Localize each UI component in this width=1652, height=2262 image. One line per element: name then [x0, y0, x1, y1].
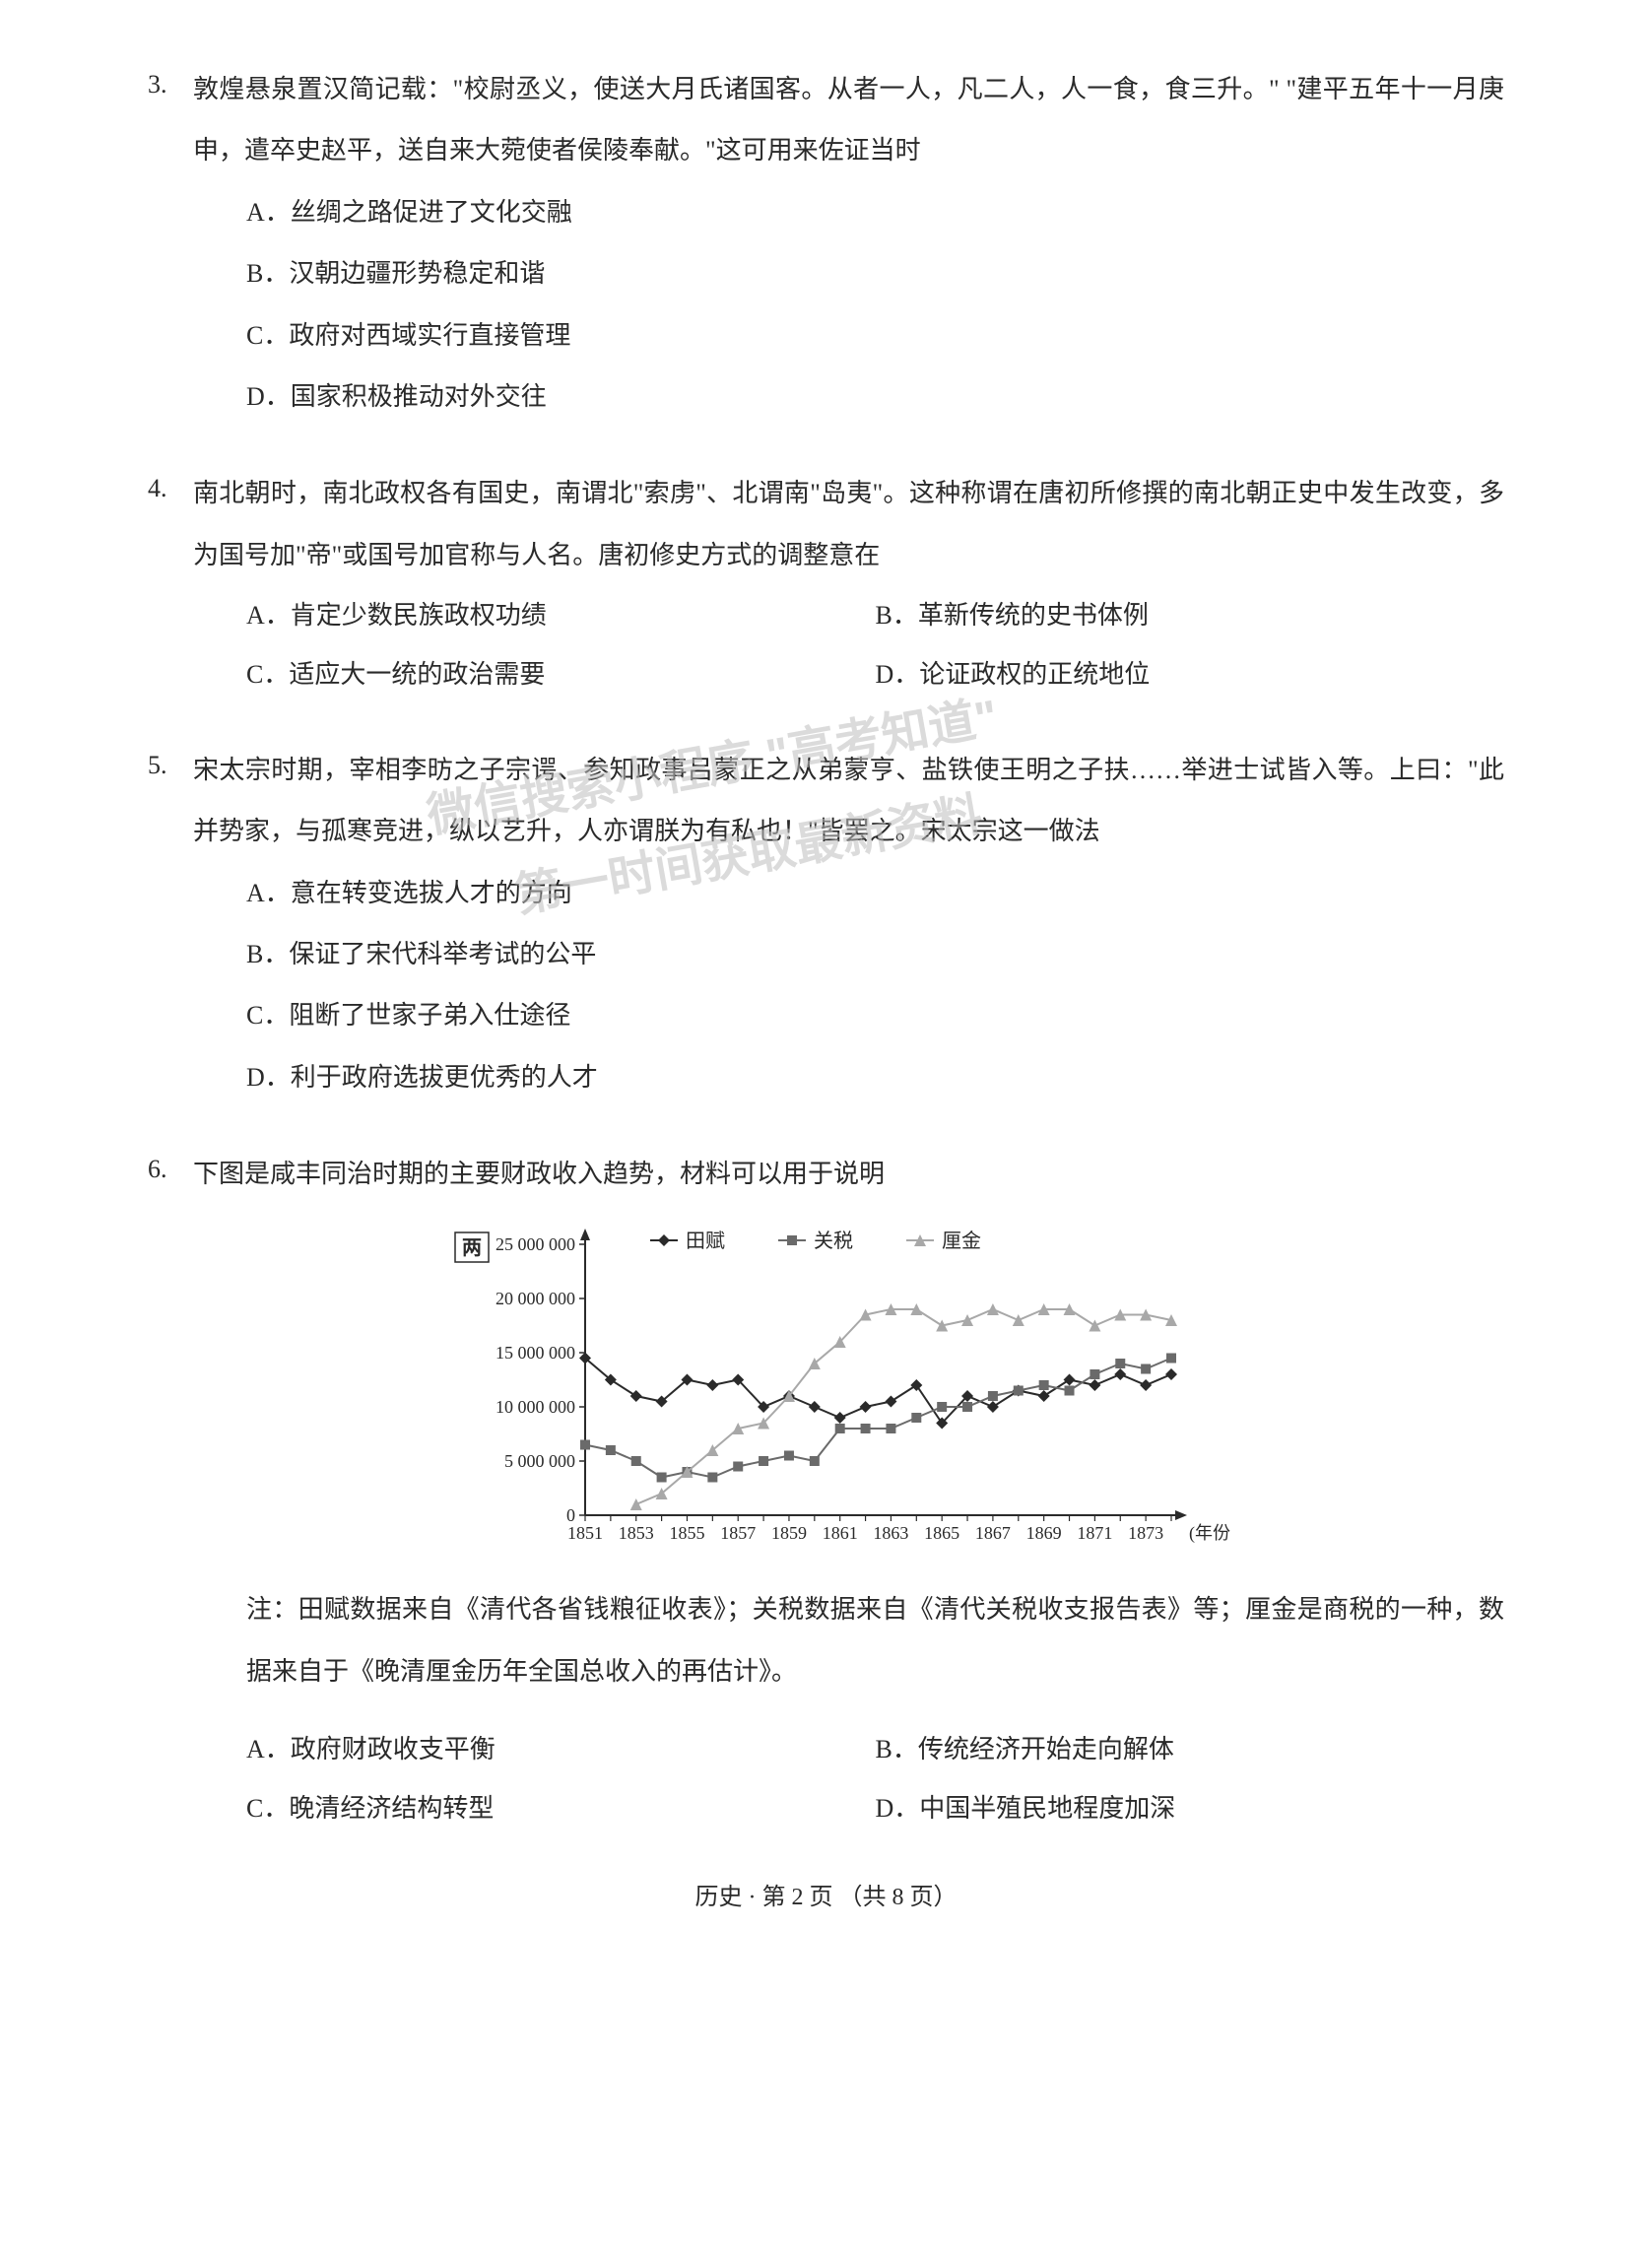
option-b: B．汉朝边疆形势稳定和谐 — [246, 243, 1504, 304]
svg-text:关税: 关税 — [814, 1230, 853, 1252]
chart-note: 注：田赋数据来自《清代各省钱粮征收表》；关税数据来自《清代关税收支报告表》等；厘… — [148, 1579, 1504, 1702]
svg-text:1863: 1863 — [873, 1523, 908, 1543]
option-d: D．中国半殖民地程度加深 — [876, 1779, 1505, 1838]
question-options: A．肯定少数民族政权功绩 B．革新传统的史书体例 C．适应大一统的政治需要 D．… — [148, 586, 1504, 704]
svg-text:(年份): (年份) — [1189, 1523, 1230, 1544]
option-d: D．论证政权的正统地位 — [876, 645, 1505, 704]
option-b: B．传统经济开始走向解体 — [876, 1720, 1505, 1779]
svg-text:1859: 1859 — [770, 1523, 806, 1543]
chart-svg: 0 5 000 000 10 000 000 15 000 000 20 000 000… — [423, 1225, 1230, 1560]
svg-text:1865: 1865 — [924, 1523, 959, 1543]
page-footer: 历史 · 第 2 页 （共 8 页） — [148, 1874, 1504, 1921]
svg-text:0: 0 — [566, 1505, 575, 1525]
question-text: 下图是咸丰同治时期的主要财政收入趋势，材料可以用于说明 — [193, 1144, 1504, 1205]
option-a: A．肯定少数民族政权功绩 — [246, 586, 876, 645]
question-text: 敦煌悬泉置汉简记载："校尉丞义，使送大月氏诸国客。从者一人，凡二人，人一食，食三… — [193, 59, 1504, 182]
svg-text:田赋: 田赋 — [686, 1230, 725, 1252]
svg-text:5 000 000: 5 000 000 — [504, 1451, 575, 1471]
svg-text:两: 两 — [462, 1237, 482, 1259]
option-c: C．阻断了世家子弟入仕途径 — [246, 985, 1504, 1046]
question-text: 宋太宗时期，宰相李昉之子宗谔、参知政事吕蒙正之从弟蒙亨、盐铁使王明之子扶……举进… — [193, 740, 1504, 863]
svg-text:10 000 000: 10 000 000 — [496, 1397, 575, 1417]
question-stem: 4. 南北朝时，南北政权各有国史，南谓北"索虏"、北谓南"岛夷"。这种称谓在唐初… — [148, 463, 1504, 586]
svg-text:1861: 1861 — [822, 1523, 857, 1543]
svg-text:1867: 1867 — [974, 1523, 1010, 1543]
question-options: A．政府财政收支平衡 B．传统经济开始走向解体 C．晚清经济结构转型 D．中国半… — [148, 1720, 1504, 1838]
svg-text:1855: 1855 — [669, 1523, 704, 1543]
question-text: 南北朝时，南北政权各有国史，南谓北"索虏"、北谓南"岛夷"。这种称谓在唐初所修撰… — [193, 463, 1504, 586]
question-options: A．意在转变选拔人才的方向 B．保证了宋代科举考试的公平 C．阻断了世家子弟入仕… — [148, 863, 1504, 1109]
question-stem: 5. 宋太宗时期，宰相李昉之子宗谔、参知政事吕蒙正之从弟蒙亨、盐铁使王明之子扶…… — [148, 740, 1504, 863]
option-b: B．革新传统的史书体例 — [876, 586, 1505, 645]
finance-chart: 0 5 000 000 10 000 000 15 000 000 20 000 000… — [423, 1225, 1230, 1560]
question-stem: 6. 下图是咸丰同治时期的主要财政收入趋势，材料可以用于说明 — [148, 1144, 1504, 1205]
svg-text:1873: 1873 — [1128, 1523, 1163, 1543]
svg-text:1871: 1871 — [1077, 1523, 1112, 1543]
svg-text:厘金: 厘金 — [942, 1230, 981, 1252]
svg-text:1851: 1851 — [567, 1523, 603, 1543]
option-c: C．政府对西域实行直接管理 — [246, 305, 1504, 366]
question-stem: 3. 敦煌悬泉置汉简记载："校尉丞义，使送大月氏诸国客。从者一人，凡二人，人一食… — [148, 59, 1504, 182]
option-a: A．政府财政收支平衡 — [246, 1720, 876, 1779]
question-number: 3. — [148, 59, 193, 182]
svg-text:25 000 000: 25 000 000 — [496, 1234, 575, 1254]
option-a: A．意在转变选拔人才的方向 — [246, 863, 1504, 924]
exam-page: 3. 敦煌悬泉置汉简记载："校尉丞义，使送大月氏诸国客。从者一人，凡二人，人一食… — [0, 0, 1652, 2262]
question-5: 5. 宋太宗时期，宰相李昉之子宗谔、参知政事吕蒙正之从弟蒙亨、盐铁使王明之子扶…… — [148, 740, 1504, 1108]
question-number: 4. — [148, 463, 193, 586]
option-c: C．适应大一统的政治需要 — [246, 645, 876, 704]
question-options: A．丝绸之路促进了文化交融 B．汉朝边疆形势稳定和谐 C．政府对西域实行直接管理… — [148, 182, 1504, 429]
option-c: C．晚清经济结构转型 — [246, 1779, 876, 1838]
svg-text:1857: 1857 — [720, 1523, 756, 1543]
question-3: 3. 敦煌悬泉置汉简记载："校尉丞义，使送大月氏诸国客。从者一人，凡二人，人一食… — [148, 59, 1504, 428]
note-text: 注：田赋数据来自《清代各省钱粮征收表》；关税数据来自《清代关税收支报告表》等；厘… — [246, 1595, 1504, 1685]
svg-text:1853: 1853 — [618, 1523, 653, 1543]
question-number: 5. — [148, 740, 193, 863]
question-4: 4. 南北朝时，南北政权各有国史，南谓北"索虏"、北谓南"岛夷"。这种称谓在唐初… — [148, 463, 1504, 703]
question-6: 6. 下图是咸丰同治时期的主要财政收入趋势，材料可以用于说明 0 5 000 00… — [148, 1144, 1504, 1838]
option-a: A．丝绸之路促进了文化交融 — [246, 182, 1504, 243]
svg-text:15 000 000: 15 000 000 — [496, 1343, 575, 1363]
option-b: B．保证了宋代科举考试的公平 — [246, 924, 1504, 985]
question-number: 6. — [148, 1144, 193, 1205]
option-d: D．国家积极推动对外交往 — [246, 366, 1504, 428]
option-d: D．利于政府选拔更优秀的人才 — [246, 1047, 1504, 1108]
svg-text:20 000 000: 20 000 000 — [496, 1289, 575, 1308]
svg-text:1869: 1869 — [1025, 1523, 1061, 1543]
